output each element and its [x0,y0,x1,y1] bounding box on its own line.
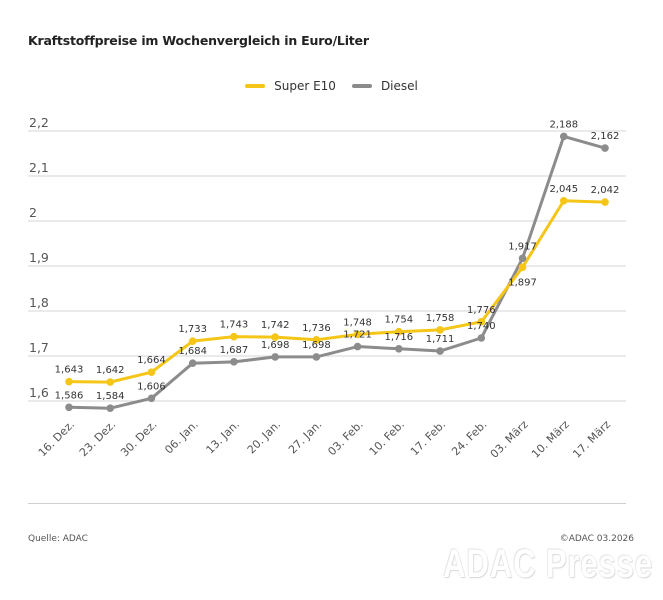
y-tick-label: 2 [29,205,37,220]
legend-label-diesel: Diesel [380,79,418,93]
data-label-diesel: 1,606 [137,381,166,392]
data-point-diesel [518,254,527,263]
data-point-super_e10 [436,326,444,334]
data-point-super_e10 [312,336,321,344]
x-tick-label: 06. Jan. [162,418,201,457]
copyright-note: ©ADAC 03.2026 [559,534,634,544]
x-tick-label: 10. Feb. [367,418,407,458]
y-tick-label: 1,7 [29,340,49,355]
series-line-diesel [68,134,606,410]
x-tick-label: 03. Feb. [325,418,365,458]
data-point-super_e10 [518,263,527,272]
data-label-diesel: 1,584 [96,391,125,402]
data-label-diesel: 1,711 [426,334,455,345]
x-tick-label: 20. Jan. [245,418,284,457]
data-label-diesel: 1,716 [385,332,414,343]
data-label-diesel: 1,684 [178,346,207,357]
data-label-super_e10: 2,045 [549,184,578,195]
data-point-super_e10 [395,327,403,336]
data-point-diesel [353,342,362,351]
data-point-diesel [436,347,444,355]
x-tick-label: 17. März [570,418,613,461]
data-label-super_e10: 1,733 [178,324,207,335]
data-point-super_e10 [477,318,486,326]
x-tick-label: 27. Jan. [286,418,325,457]
data-label-diesel: 1,698 [302,340,331,351]
data-point-super_e10 [230,332,238,341]
data-point-diesel [559,132,568,141]
x-tick-label: 24. Feb. [449,418,489,458]
data-point-diesel [65,403,73,412]
data-point-diesel [601,144,609,152]
data-label-super_e10: 1,742 [261,320,290,331]
data-label-super_e10: 1,643 [55,365,84,376]
x-tick-label: 17. Feb. [408,418,448,458]
data-point-diesel [395,345,403,353]
data-point-super_e10 [188,337,197,345]
legend-swatch-diesel [351,84,372,88]
data-label-super_e10: 1,642 [96,365,125,376]
data-label-super_e10: 1,743 [220,320,249,331]
legend-label-super-e10: Super E10 [274,79,336,93]
y-tick-label: 1,8 [29,295,49,310]
footer-divider [28,503,626,504]
y-tick-label: 2,1 [29,160,49,175]
data-point-super_e10 [65,377,73,386]
x-tick-label: 23. Dez. [77,418,118,459]
data-point-diesel [230,358,238,366]
data-point-super_e10 [559,196,568,205]
x-tick-label: 03. März [488,418,531,461]
data-point-super_e10 [601,198,609,206]
data-label-diesel: 1,698 [261,340,290,351]
watermark: ADAC Presse [443,542,653,586]
data-point-diesel [106,404,115,413]
source-note: Quelle: ADAC [28,534,88,544]
data-label-super_e10: 1,754 [385,315,414,326]
data-label-super_e10: 1,748 [343,317,372,328]
data-label-super_e10: 1,897 [508,277,537,288]
data-point-diesel [147,394,156,403]
data-label-super_e10: 1,736 [302,323,331,334]
data-point-super_e10 [106,378,115,386]
y-tick-label: 2,2 [29,115,49,130]
x-tick-label: 30. Dez. [118,418,159,459]
legend-item-super-e10: Super E10 [245,79,336,93]
data-label-super_e10: 1,776 [467,305,496,316]
data-label-diesel: 1,917 [508,241,537,252]
data-label-diesel: 2,188 [549,119,578,130]
data-label-diesel: 2,162 [591,131,620,142]
x-tick-label: 16. Dez. [36,418,77,459]
data-label-super_e10: 1,758 [426,313,455,324]
legend-swatch-super-e10 [245,84,266,88]
data-point-super_e10 [271,333,279,341]
data-point-diesel [188,359,197,368]
chart-title: Kraftstoffpreise im Wochenvergleich in E… [28,33,369,48]
data-point-diesel [477,334,486,342]
data-label-diesel: 1,687 [220,345,249,356]
line-chart: 1,6 1,7 1,8 1,9 2 2,1 2,2 16. Dez. 23. Dez. 30. D… [28,115,626,461]
x-tick-label: 10. März [529,418,572,461]
data-point-super_e10 [147,368,156,377]
y-tick-label: 1,9 [29,250,49,265]
data-label-super_e10: 1,664 [137,355,166,366]
data-point-super_e10 [353,330,362,339]
data-label-super_e10: 2,042 [591,185,620,196]
data-label-diesel: 1,740 [467,321,496,332]
chart-legend: Super E10 Diesel [0,79,663,93]
data-label-diesel: 1,586 [55,390,84,401]
y-tick-label: 1,6 [29,385,49,400]
data-point-diesel [271,353,279,361]
data-point-diesel [312,353,321,361]
legend-item-diesel: Diesel [351,79,418,93]
x-tick-label: 13. Jan. [204,418,243,457]
data-label-diesel: 1,721 [343,330,372,341]
series-line-super_e10 [68,199,606,384]
